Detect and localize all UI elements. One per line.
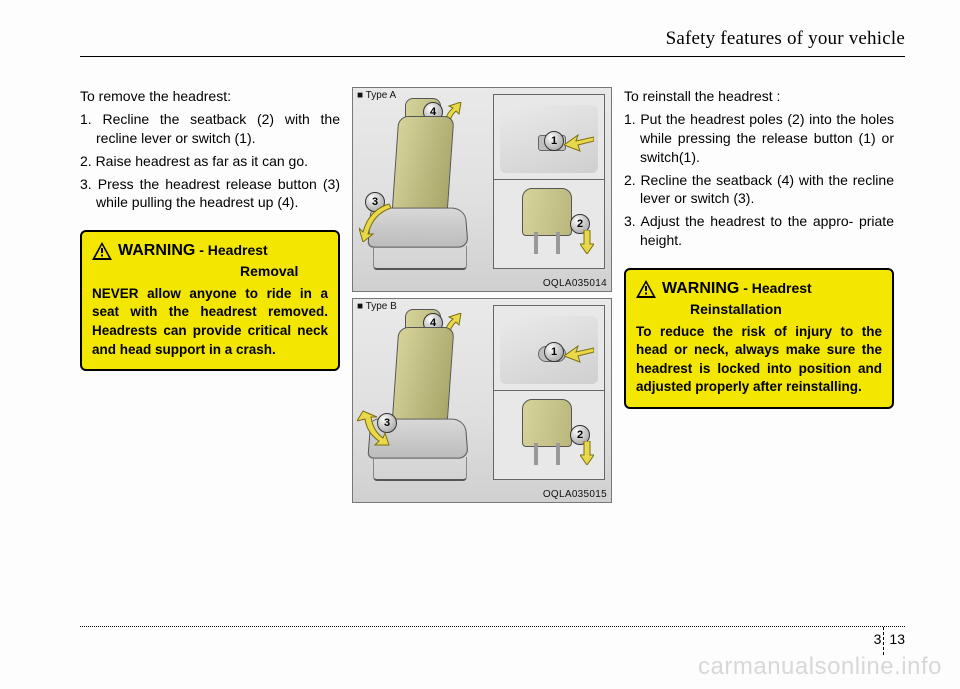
figure-a-code: OQLA035014 (543, 278, 607, 289)
left-step-2: 2. Raise headrest as far as it can go. (80, 152, 340, 171)
column-figures: ■ Type A 4 3 (352, 87, 612, 503)
right-step-1: 1. Put the headrest poles (2) into the h… (624, 110, 894, 167)
warning-subtitle-1: - Headrest (743, 280, 811, 296)
down-arrow-icon (580, 230, 594, 254)
watermark: carmanualsonline.info (698, 653, 942, 681)
inset-button-a: 1 (493, 94, 605, 184)
left-step-1: 1. Recline the seatback (2) with the rec… (80, 110, 340, 148)
callout-1: 1 (544, 342, 564, 362)
left-intro: To remove the headrest: (80, 87, 340, 106)
column-right: To reinstall the headrest : 1. Put the h… (624, 87, 894, 503)
recline-arrow-icon (359, 202, 395, 242)
warning-reinstall: WARNING - Headrest Reinstallation To red… (624, 268, 894, 409)
inset-headrest-b: 2 (493, 390, 605, 480)
inset-button-b: 1 (493, 305, 605, 395)
down-arrow-icon (580, 441, 594, 465)
right-intro: To reinstall the headrest : (624, 87, 894, 106)
callout-1: 1 (544, 131, 564, 151)
content-columns: To remove the headrest: 1. Recline the s… (80, 87, 905, 503)
warning-label: WARNING (118, 242, 195, 259)
warning-subtitle-2: Reinstallation (690, 301, 782, 317)
press-arrow-icon (564, 133, 594, 153)
right-step-3: 3. Adjust the headrest to the appro- pri… (624, 212, 894, 250)
warning-subtitle-1: - Headrest (199, 242, 267, 258)
footer-divider (80, 626, 905, 627)
seat-illustration-a: 4 3 (363, 106, 483, 281)
warning-label: WARNING (662, 280, 739, 297)
warning-body: To reduce the risk of injury to the head… (636, 323, 882, 398)
recline-double-arrow-icon (357, 405, 401, 449)
press-arrow-icon (564, 344, 594, 364)
inset-headrest-a: 2 (493, 179, 605, 269)
manual-page: Safety features of your vehicle To remov… (0, 0, 960, 689)
warning-subtitle-2: Removal (240, 262, 328, 281)
figure-b-tag: ■ Type B (357, 301, 397, 312)
section-number: 3 (874, 631, 882, 647)
figure-type-b: ■ Type B 4 3 (352, 298, 612, 503)
warning-removal: WARNING - Headrest Removal NEVER allow a… (80, 230, 340, 371)
page-number: 3 13 (874, 631, 905, 647)
figure-b-code: OQLA035015 (543, 489, 607, 500)
figure-a-tag: ■ Type A (357, 90, 396, 101)
figure-type-a: ■ Type A 4 3 (352, 87, 612, 292)
warning-triangle-icon (92, 242, 112, 260)
page-in-section: 13 (889, 631, 905, 647)
column-left: To remove the headrest: 1. Recline the s… (80, 87, 340, 503)
seat-illustration-b: 4 3 (363, 317, 483, 492)
left-step-3: 3. Press the headrest release button (3)… (80, 175, 340, 213)
right-step-2: 2. Recline the seatback (4) with the rec… (624, 171, 894, 209)
section-header: Safety features of your vehicle (80, 28, 905, 57)
warning-body: NEVER allow anyone to ride in a seat wit… (92, 285, 328, 360)
warning-triangle-icon (636, 280, 656, 298)
